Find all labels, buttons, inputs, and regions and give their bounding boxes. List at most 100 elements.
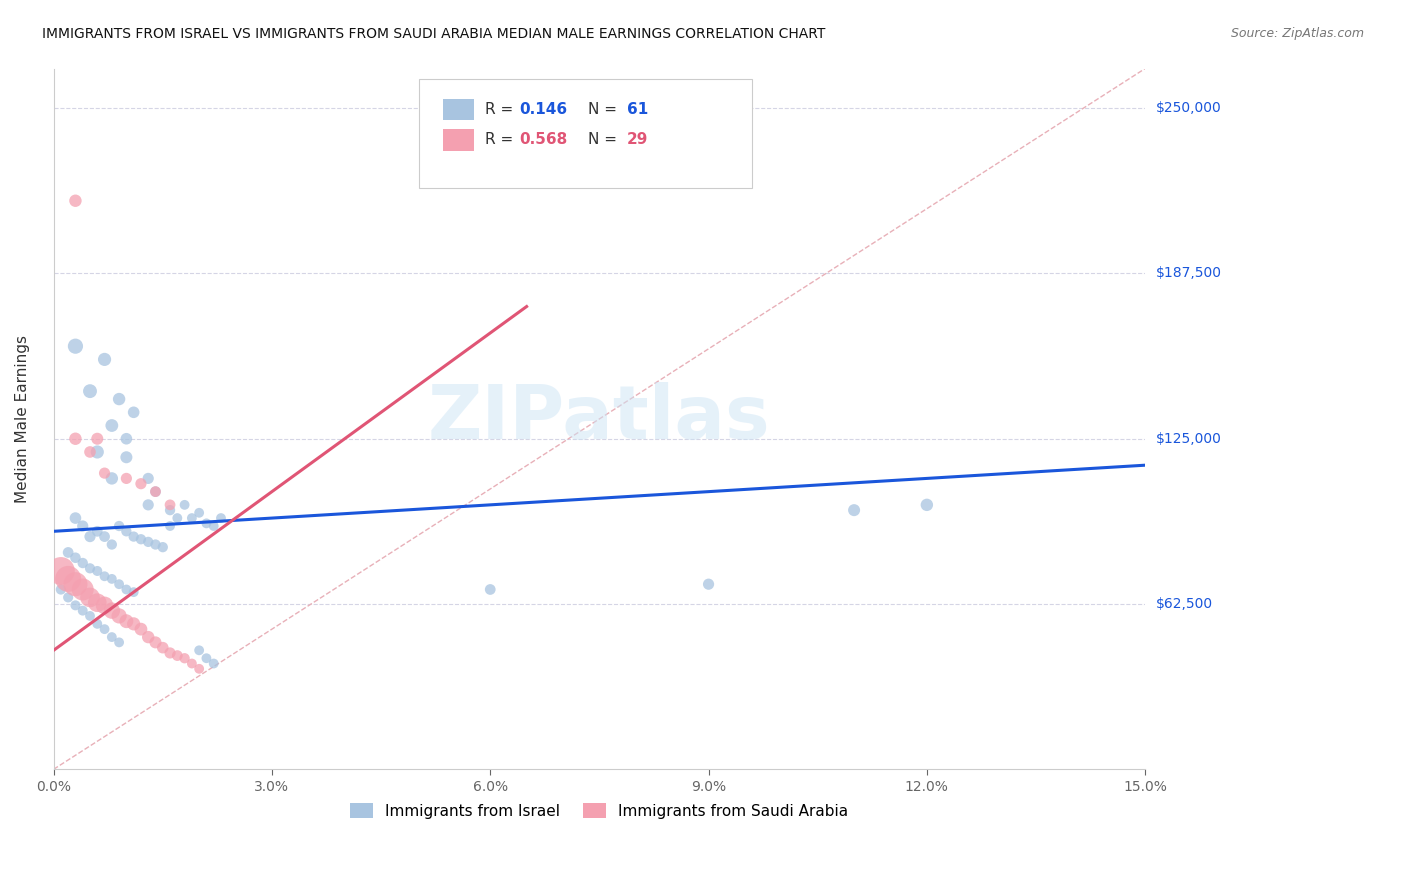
Point	[115, 432, 138, 446]
Legend: Immigrants from Israel, Immigrants from Saudi Arabia: Immigrants from Israel, Immigrants from …	[344, 797, 855, 825]
Point	[108, 577, 131, 591]
Point	[101, 471, 124, 485]
Text: Source: ZipAtlas.com: Source: ZipAtlas.com	[1230, 27, 1364, 40]
FancyBboxPatch shape	[443, 129, 474, 151]
Point	[115, 471, 138, 485]
Point	[65, 432, 87, 446]
Point	[166, 511, 188, 525]
Point	[115, 582, 138, 597]
Point	[122, 585, 145, 599]
Point	[166, 648, 188, 663]
Point	[93, 530, 115, 544]
Point	[65, 194, 87, 208]
Point	[72, 604, 94, 618]
Text: 61: 61	[627, 102, 648, 117]
Point	[86, 564, 108, 578]
Y-axis label: Median Male Earnings: Median Male Earnings	[15, 334, 30, 503]
Point	[72, 582, 94, 597]
Point	[86, 524, 108, 539]
Text: ZIPatlas: ZIPatlas	[427, 383, 770, 456]
Text: 29: 29	[627, 133, 648, 147]
Point	[72, 519, 94, 533]
Point	[49, 564, 72, 578]
Point	[79, 591, 101, 605]
Text: N =: N =	[589, 102, 623, 117]
Point	[115, 450, 138, 465]
Text: N =: N =	[589, 133, 623, 147]
Text: $250,000: $250,000	[1156, 101, 1222, 115]
Point	[86, 432, 108, 446]
Point	[173, 498, 195, 512]
Point	[136, 498, 159, 512]
Point	[108, 608, 131, 623]
Text: IMMIGRANTS FROM ISRAEL VS IMMIGRANTS FROM SAUDI ARABIA MEDIAN MALE EARNINGS CORR: IMMIGRANTS FROM ISRAEL VS IMMIGRANTS FRO…	[42, 27, 825, 41]
Point	[136, 471, 159, 485]
Point	[115, 614, 138, 628]
Point	[93, 622, 115, 636]
Point	[108, 519, 131, 533]
Point	[86, 616, 108, 631]
Point	[49, 582, 72, 597]
Point	[188, 506, 211, 520]
Point	[697, 577, 720, 591]
Point	[195, 516, 218, 531]
Point	[202, 657, 225, 671]
Point	[79, 608, 101, 623]
Text: R =: R =	[485, 102, 517, 117]
Point	[159, 503, 181, 517]
Text: 0.146: 0.146	[520, 102, 568, 117]
Point	[129, 622, 152, 636]
Point	[79, 561, 101, 575]
Text: R =: R =	[485, 133, 517, 147]
Point	[93, 569, 115, 583]
Point	[145, 484, 167, 499]
Point	[72, 556, 94, 570]
Point	[65, 550, 87, 565]
Point	[209, 511, 232, 525]
Point	[86, 596, 108, 610]
Text: $187,500: $187,500	[1156, 267, 1222, 280]
Point	[122, 616, 145, 631]
Text: $125,000: $125,000	[1156, 432, 1222, 446]
Point	[159, 498, 181, 512]
Point	[79, 445, 101, 459]
Point	[65, 511, 87, 525]
Point	[108, 635, 131, 649]
Point	[145, 537, 167, 551]
Point	[93, 466, 115, 480]
Point	[101, 604, 124, 618]
Point	[159, 646, 181, 660]
Text: 0.568: 0.568	[520, 133, 568, 147]
Text: $62,500: $62,500	[1156, 597, 1213, 611]
Point	[122, 530, 145, 544]
Point	[145, 484, 167, 499]
Point	[65, 577, 87, 591]
Point	[108, 392, 131, 406]
Point	[188, 662, 211, 676]
Point	[101, 630, 124, 644]
Point	[173, 651, 195, 665]
Point	[202, 519, 225, 533]
Point	[56, 591, 79, 605]
Point	[195, 651, 218, 665]
Point	[159, 519, 181, 533]
Point	[180, 657, 202, 671]
Point	[842, 503, 865, 517]
Point	[101, 537, 124, 551]
Point	[129, 476, 152, 491]
Point	[79, 530, 101, 544]
Point	[136, 630, 159, 644]
Point	[129, 533, 152, 547]
FancyBboxPatch shape	[419, 79, 752, 187]
Point	[479, 582, 502, 597]
Point	[136, 534, 159, 549]
Point	[65, 339, 87, 353]
Point	[101, 572, 124, 586]
Point	[122, 405, 145, 419]
Point	[180, 511, 202, 525]
Point	[56, 545, 79, 559]
Point	[93, 352, 115, 367]
FancyBboxPatch shape	[443, 99, 474, 120]
Point	[145, 635, 167, 649]
Point	[915, 498, 938, 512]
